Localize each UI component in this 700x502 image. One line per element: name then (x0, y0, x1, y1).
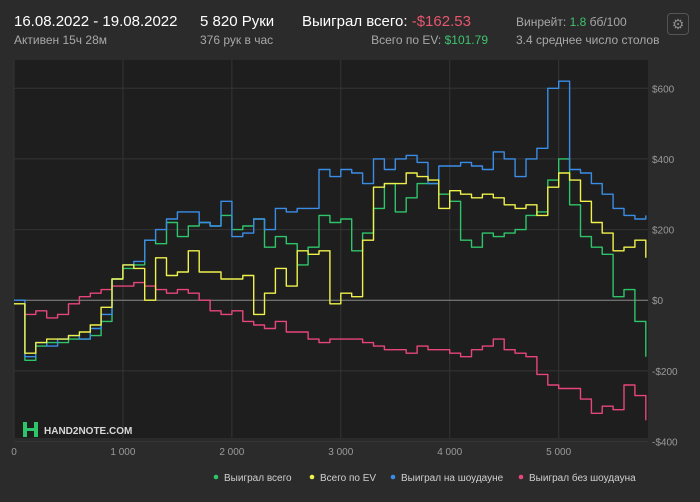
won-total-label: Выиграл всего: (302, 13, 408, 30)
ev-total-value: $101.79 (444, 33, 488, 47)
date-range: 16.08.2022 - 19.08.2022 (14, 13, 178, 30)
legend-label: Выиграл на шоудауне (401, 473, 504, 484)
winrate: Винрейт: 1.8 бб/100 (516, 15, 627, 29)
x-tick-label: 2 000 (219, 447, 244, 458)
x-tick-label: 0 (11, 447, 17, 458)
logo-bar-middle (23, 428, 38, 431)
hands-per-hour: 376 рук в час (200, 33, 274, 47)
hand2note-watermark: HAND2NOTE.COM (23, 422, 132, 437)
y-tick-label: $400 (652, 155, 675, 166)
legend-item: Выиграл без шоудауна (518, 472, 636, 484)
won-total-value: -$162.53 (411, 13, 471, 30)
ev-total-label: Всего по EV: (371, 33, 442, 47)
y-tick-label: $0 (652, 296, 664, 307)
x-tick-label: 3 000 (328, 447, 353, 458)
x-tick-label: 1 000 (110, 447, 135, 458)
legend-item: Выиграл всего (213, 473, 292, 484)
watermark-text: HAND2NOTE.COM (44, 426, 132, 437)
legend-item: Всего по EV (309, 473, 376, 484)
legend-label: Всего по EV (320, 473, 376, 484)
x-tick-label: 5 000 (546, 447, 571, 458)
winrate-value: 1.8 (569, 15, 587, 29)
legend-label: Выиграл всего (224, 473, 292, 484)
winrate-label: Винрейт: (516, 15, 567, 29)
legend-marker (213, 474, 219, 480)
winrate-unit: бб/100 (589, 15, 627, 29)
legend-marker (518, 474, 524, 480)
series-line (14, 281, 647, 421)
hands-count: 5 820 Руки (200, 13, 275, 30)
legend-item: Выиграл на шоудауне (390, 473, 504, 484)
legend-label: Выиграл без шоудауна (529, 472, 636, 484)
y-tick-label: -$200 (652, 367, 678, 378)
gear-icon[interactable]: ⚙ (667, 13, 689, 35)
y-tick-label: $200 (652, 226, 675, 237)
x-tick-label: 4 000 (437, 447, 462, 458)
won-total: Выиграл всего: -$162.53 (302, 13, 471, 30)
y-tick-label: -$400 (652, 438, 678, 449)
legend-marker (390, 474, 396, 480)
active-time: Активен 15ч 28м (14, 33, 107, 47)
series-line (14, 172, 647, 354)
y-tick-label: $600 (652, 84, 675, 95)
legend-marker (309, 474, 315, 480)
ev-total: Всего по EV: $101.79 (371, 33, 488, 47)
avg-tables: 3.4 среднее число столов (516, 33, 660, 47)
plot-background (14, 60, 648, 438)
